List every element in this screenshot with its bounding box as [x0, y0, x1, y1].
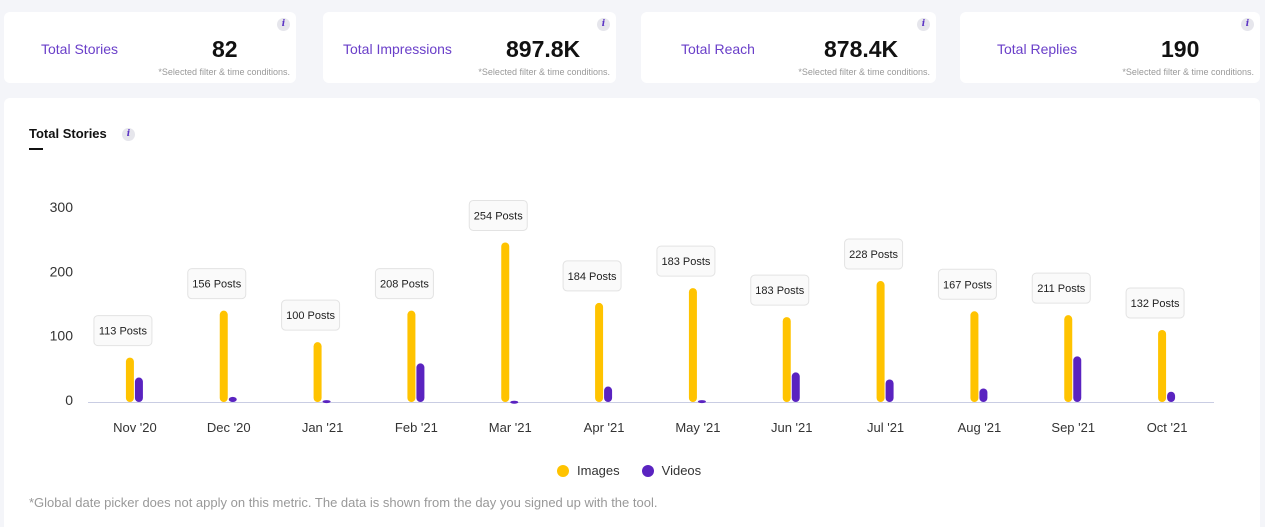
bar-images: [782, 317, 791, 402]
bar-videos: [416, 363, 425, 402]
data-label: 156 Posts: [192, 279, 241, 291]
data-label-box: [281, 299, 341, 331]
stories-panel: Total Stories i Images Videos *Global da…: [4, 98, 1260, 527]
footnote: *Global date picker does not apply on th…: [29, 495, 658, 510]
data-label: 228 Posts: [849, 249, 898, 261]
card-note: *Selected filter & time conditions.: [798, 67, 930, 77]
x-tick-label: Sep '21: [1051, 420, 1095, 435]
bar-videos: [979, 388, 988, 402]
data-label: 211 Posts: [1037, 283, 1086, 295]
x-tick-label: Aug '21: [958, 420, 1002, 435]
bar-images: [970, 311, 979, 402]
data-label-box: [1031, 272, 1091, 304]
data-label-box: [187, 268, 247, 300]
data-label: 100 Posts: [286, 310, 335, 322]
info-icon[interactable]: i: [597, 18, 610, 31]
legend-item-images[interactable]: Images: [557, 463, 620, 478]
bar-images: [407, 310, 416, 402]
card-total-reach: Total Reach 878.4K *Selected filter & ti…: [641, 12, 936, 83]
bar-videos: [510, 400, 519, 404]
legend-label: Videos: [661, 463, 702, 478]
bar-videos: [885, 379, 894, 402]
data-label-box: [844, 238, 904, 270]
card-total-stories: Total Stories 82 *Selected filter & time…: [4, 12, 296, 83]
card-value: 897.8K: [506, 36, 581, 62]
legend-item-videos[interactable]: Videos: [641, 463, 702, 478]
y-tick-label: 0: [65, 392, 73, 408]
card-note: *Selected filter & time conditions.: [1122, 67, 1254, 77]
card-note: *Selected filter & time conditions.: [158, 67, 290, 77]
data-label: 113 Posts: [99, 326, 148, 338]
data-label: 208 Posts: [380, 279, 429, 291]
y-tick-label: 100: [50, 328, 74, 344]
info-icon[interactable]: i: [1241, 18, 1254, 31]
card-label: Total Replies: [997, 41, 1078, 57]
data-label: 183 Posts: [755, 285, 804, 297]
x-tick-label: Jan '21: [302, 420, 344, 435]
card-label: Total Stories: [41, 41, 119, 57]
bar-images: [876, 281, 885, 402]
card-value: 878.4K: [824, 36, 899, 62]
panel-title: Total Stories: [29, 126, 107, 141]
y-tick-label: 300: [50, 199, 74, 215]
y-tick-label: 200: [50, 263, 74, 279]
data-label-box: [562, 260, 622, 292]
data-label: 254 Posts: [474, 210, 523, 222]
x-tick-label: Jul '21: [867, 420, 904, 435]
title-underline: [29, 148, 43, 150]
data-label: 184 Posts: [568, 271, 617, 283]
x-tick-label: Nov '20: [113, 420, 157, 435]
bar-videos: [1167, 391, 1176, 402]
bar-videos: [1073, 356, 1082, 402]
card-note: *Selected filter & time conditions.: [478, 67, 610, 77]
data-label-box: [468, 199, 528, 231]
card-label: Total Impressions: [343, 41, 452, 57]
legend-dot-icon: [641, 465, 654, 477]
card-value: 190: [1161, 36, 1200, 62]
info-icon[interactable]: i: [122, 128, 135, 141]
data-label-box: [656, 245, 716, 277]
bar-videos: [134, 377, 143, 402]
bar-videos: [697, 400, 706, 404]
bar-videos: [322, 400, 331, 404]
bar-images: [125, 357, 134, 402]
card-label: Total Reach: [681, 41, 755, 57]
data-label-box: [937, 268, 997, 300]
bar-videos: [604, 386, 613, 402]
bar-videos: [228, 396, 237, 402]
data-label: 183 Posts: [661, 256, 710, 268]
x-tick-label: Mar '21: [489, 420, 532, 435]
legend-label: Images: [577, 463, 620, 478]
info-icon[interactable]: i: [277, 18, 290, 31]
x-tick-label: Feb '21: [395, 420, 438, 435]
card-value: 82: [212, 36, 238, 62]
data-label: 132 Posts: [1131, 298, 1180, 310]
bar-images: [501, 242, 510, 402]
data-label: 167 Posts: [943, 279, 992, 291]
bar-images: [595, 302, 604, 402]
legend-dot-icon: [557, 465, 569, 477]
card-total-impressions: Total Impressions 897.8K *Selected filte…: [323, 12, 616, 83]
bar-images: [313, 342, 322, 402]
bar-images: [1158, 329, 1167, 402]
info-icon[interactable]: i: [917, 18, 930, 31]
x-tick-label: Dec '20: [207, 420, 251, 435]
x-tick-label: May '21: [675, 420, 720, 435]
bar-images: [688, 288, 697, 402]
legend: Images Videos: [557, 463, 701, 478]
data-label-box: [1125, 287, 1185, 319]
x-tick-label: Oct '21: [1147, 420, 1188, 435]
card-total-replies: Total Replies 190 *Selected filter & tim…: [960, 12, 1260, 83]
data-label-box: [93, 315, 153, 347]
x-tick-label: Jun '21: [771, 420, 813, 435]
bar-videos: [791, 372, 800, 402]
bar-images: [1064, 315, 1073, 402]
data-label-box: [750, 274, 810, 306]
x-tick-label: Apr '21: [584, 420, 625, 435]
data-label-box: [374, 268, 434, 300]
bar-images: [219, 310, 228, 402]
